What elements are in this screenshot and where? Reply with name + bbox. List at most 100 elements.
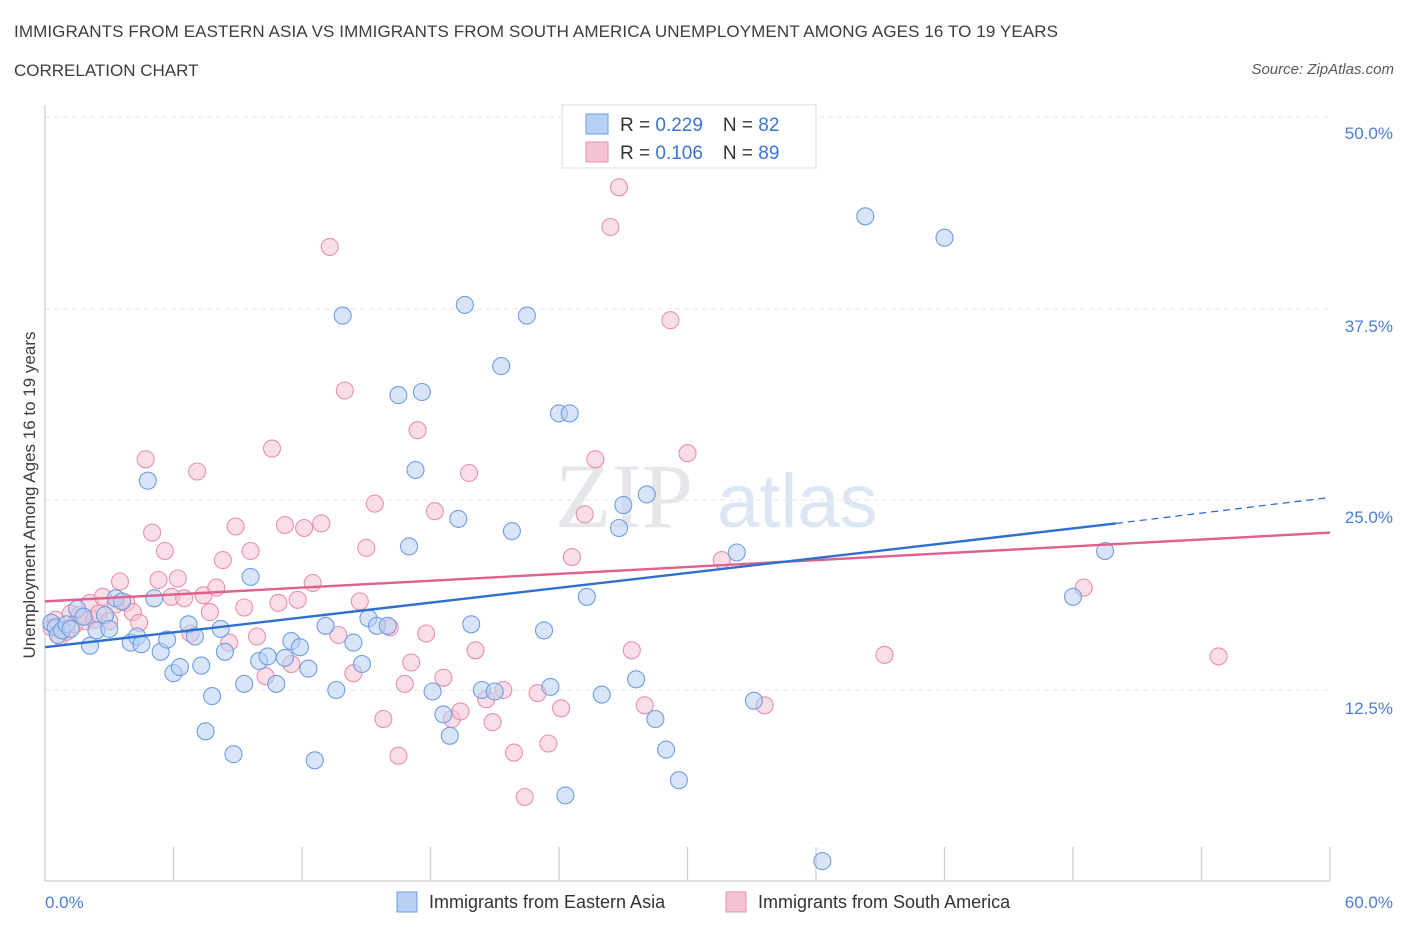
trend-line-eastern-asia-extension (1115, 496, 1331, 525)
data-point-south-america (200, 603, 219, 622)
data-point-eastern-asia (534, 621, 554, 640)
data-point-south-america (678, 444, 697, 463)
data-point-south-america (586, 450, 605, 469)
data-point-eastern-asia (637, 485, 656, 504)
legend-n-value-2: 89 (758, 143, 779, 164)
data-point-south-america (247, 627, 267, 646)
data-point-eastern-asia (627, 670, 646, 689)
data-point-eastern-asia (132, 635, 151, 654)
data-point-south-america (226, 517, 245, 536)
data-point-eastern-asia (1096, 541, 1115, 561)
data-point-south-america (168, 569, 187, 588)
data-point-south-america (350, 592, 369, 611)
source-credit: Source: ZipAtlas.com (1251, 61, 1394, 78)
data-point-eastern-asia (541, 677, 560, 696)
data-point-south-america (136, 450, 155, 469)
data-point-eastern-asia (378, 616, 397, 635)
data-point-eastern-asia (577, 587, 596, 606)
series-south-america-points (42, 178, 1228, 807)
data-point-eastern-asia (412, 382, 431, 402)
data-point-eastern-asia (241, 567, 260, 586)
watermark: ZIP atlas (555, 445, 878, 547)
data-point-south-america (466, 641, 485, 660)
data-point-eastern-asia (100, 619, 119, 638)
y-tick-label-375: 37.5% (1345, 317, 1393, 336)
data-point-south-america (402, 653, 421, 672)
data-point-south-america (295, 518, 314, 538)
data-point-eastern-asia (1063, 587, 1083, 606)
data-point-eastern-asia (400, 537, 419, 556)
data-point-south-america (188, 462, 207, 481)
data-point-south-america (262, 439, 282, 458)
data-point-south-america (575, 505, 594, 524)
data-point-eastern-asia (423, 682, 442, 701)
data-point-south-america (451, 702, 470, 721)
data-point-south-america (395, 674, 414, 693)
series-eastern-asia-points (42, 207, 1115, 871)
data-point-eastern-asia (299, 659, 318, 678)
data-point-south-america (515, 787, 534, 807)
data-point-south-america (408, 421, 427, 440)
x-tick-label-min: 0.0% (45, 893, 84, 912)
data-point-south-america (417, 624, 436, 643)
chart-title: IMMIGRANTS FROM EASTERN ASIA VS IMMIGRAN… (14, 22, 1059, 41)
data-point-eastern-asia (344, 633, 363, 652)
data-point-eastern-asia (258, 647, 277, 666)
data-point-eastern-asia (813, 852, 832, 871)
data-point-eastern-asia (61, 619, 80, 638)
data-point-eastern-asia (492, 357, 511, 376)
data-point-eastern-asia (185, 627, 204, 646)
trend-lines (44, 496, 1331, 649)
data-point-eastern-asia (502, 522, 521, 541)
axes (44, 105, 1331, 882)
data-point-eastern-asia (517, 306, 536, 325)
legend-n-value-1: 82 (758, 115, 779, 136)
bottom-legend-label-south-america: Immigrants from South America (758, 892, 1011, 912)
data-point-south-america (213, 551, 232, 570)
data-point-south-america (389, 746, 408, 765)
data-point-eastern-asia (211, 619, 230, 638)
data-point-eastern-asia (560, 404, 579, 423)
data-point-eastern-asia (290, 638, 309, 657)
legend-row-south-america: R = 0.106 N = 89 (620, 143, 779, 164)
data-point-eastern-asia (856, 207, 875, 226)
legend-r-label-2: R = (620, 143, 655, 164)
data-point-eastern-asia (556, 786, 575, 805)
data-point-south-america (562, 548, 581, 567)
x-axis-ticks (172, 847, 1331, 880)
data-point-south-america (275, 515, 294, 535)
y-axis-title: Unemployment Among Ages 16 to 19 years (20, 332, 39, 659)
data-point-eastern-asia (455, 295, 474, 314)
bottom-legend-swatch-eastern-asia (396, 891, 418, 913)
data-point-eastern-asia (145, 589, 164, 608)
data-point-eastern-asia (389, 386, 408, 405)
data-point-eastern-asia (316, 616, 335, 635)
data-point-south-america (460, 463, 479, 483)
y-tick-labels: 50.0% 37.5% 25.0% 12.5% (1345, 124, 1393, 718)
data-point-south-america (635, 696, 654, 715)
data-point-south-america (149, 570, 168, 590)
data-point-south-america (241, 541, 260, 561)
data-point-eastern-asia (440, 726, 459, 745)
bottom-legend-label-eastern-asia: Immigrants from Eastern Asia (429, 892, 666, 912)
data-point-eastern-asia (333, 306, 352, 325)
legend-box: R = 0.229 N = 82 R = 0.106 N = 89 (561, 104, 817, 169)
data-point-south-america (434, 668, 453, 687)
legend-swatch-eastern-asia (585, 113, 609, 135)
data-point-south-america (539, 734, 558, 753)
data-point-south-america (365, 494, 384, 513)
data-point-south-america (661, 311, 680, 330)
data-point-eastern-asia (327, 680, 346, 700)
data-point-eastern-asia (669, 771, 688, 790)
data-point-eastern-asia (352, 654, 372, 674)
data-point-south-america (155, 541, 174, 561)
data-point-south-america (320, 237, 339, 256)
data-point-south-america (875, 645, 894, 664)
data-point-eastern-asia (727, 543, 746, 562)
watermark-atlas: atlas (717, 459, 878, 544)
data-point-south-america (110, 572, 130, 591)
legend-n-label-2: N = (723, 143, 758, 164)
data-point-eastern-asia (614, 496, 633, 515)
y-tick-label-50: 50.0% (1345, 124, 1393, 143)
